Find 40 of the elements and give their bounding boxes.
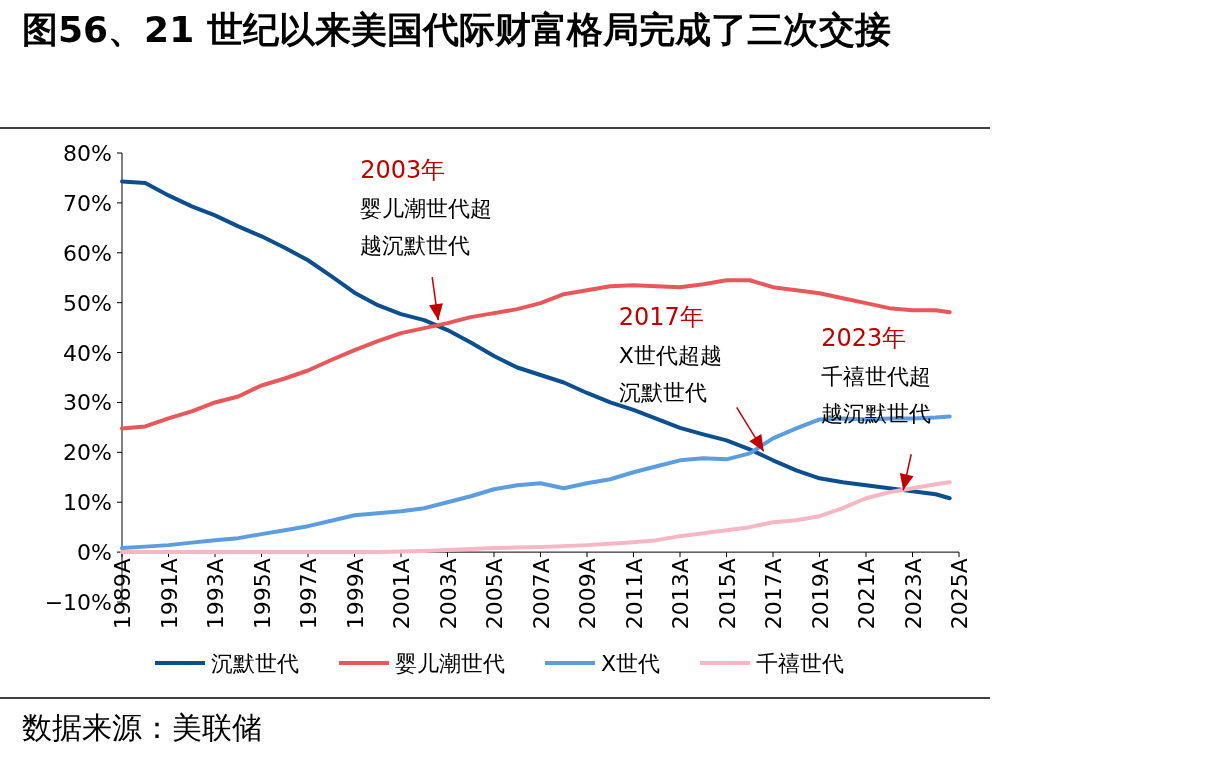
annotation: 2023年 [821,323,907,355]
x-tick-label: 2017A [761,558,786,630]
x-tick-label: 2011A [621,558,647,630]
y-tick-label: 10% [63,490,112,516]
x-tick-label: 2019A [807,558,833,630]
legend-label: 千禧世代 [756,651,845,676]
x-tick-label: 2015A [714,558,740,630]
x-tick-label: 2023A [900,558,926,630]
x-tick-label: 2003A [435,558,461,630]
y-tick-label: 80% [63,141,112,166]
annotation: 婴儿潮世代超越沉默世代 [360,195,494,261]
legend-label: 婴儿潮世代 [395,651,505,676]
x-tick-label: 1991A [156,558,182,630]
x-tick-label: 1989A [110,558,135,630]
y-tick-label: 50% [63,290,112,316]
x-tick-label: 1993A [203,558,228,630]
y-tick-label: 40% [63,340,112,366]
x-tick-label: 2021A [854,558,879,630]
y-tick-label: 20% [63,440,112,466]
y-tick-label: 60% [63,240,112,266]
x-tick-label: 2005A [482,558,507,630]
annotation: X世代超越沉默世代 [618,342,723,408]
x-tick-label: 2025A [947,558,972,630]
annotation: 2017年 [618,302,704,334]
legend-label: X世代 [601,651,661,676]
legend-label: 沉默世代 [211,651,299,676]
annotation: 2003年 [360,155,446,187]
x-tick-label: 2007A [528,558,554,630]
x-tick-label: 2009A [575,558,600,630]
y-tick-label: −10% [44,590,112,615]
y-tick-label: 0% [77,540,112,566]
title: 图56、21 世纪以来美国代际财富格局完成了三次交接 [22,8,892,52]
x-tick-label: 2001A [389,558,414,630]
x-tick-label: 2013A [668,558,693,630]
annotation: 数据来源：美联储 [22,709,262,747]
y-tick-label: 30% [63,390,112,416]
y-tick-label: 70% [63,190,112,216]
x-tick-label: 1999A [342,558,368,630]
x-tick-label: 1997A [296,558,321,630]
x-tick-label: 1995A [249,558,275,630]
